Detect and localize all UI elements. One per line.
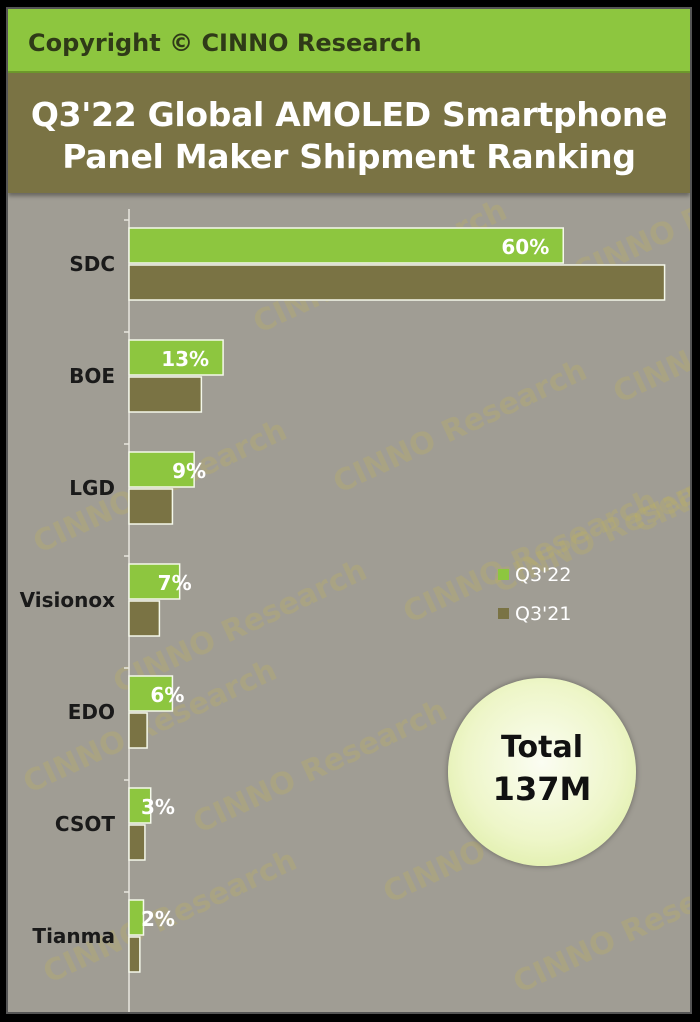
category-label: LGD — [69, 476, 115, 500]
category-label: Visionox — [20, 588, 115, 612]
bar-q3-21 — [128, 600, 161, 637]
title-band: Q3'22 Global AMOLED Smartphone Panel Mak… — [8, 73, 690, 193]
bar-q3-22 — [128, 787, 152, 824]
data-label: 2% — [141, 907, 175, 931]
data-label: 60% — [501, 235, 549, 259]
data-label: 13% — [161, 347, 209, 371]
category-label: BOE — [69, 364, 115, 388]
legend-swatch-q3-21 — [498, 608, 509, 619]
copyright-banner: Copyright © CINNO Research — [8, 9, 690, 73]
legend-label-q3-21: Q3'21 — [515, 603, 571, 625]
bar-q3-21 — [128, 264, 666, 301]
title-line-1: Q3'22 Global AMOLED Smartphone — [30, 95, 668, 134]
category-label: CSOT — [55, 812, 115, 836]
bar-q3-21 — [128, 376, 203, 413]
bar-q3-22 — [128, 675, 174, 712]
title-line-2: Panel Maker Shipment Ranking — [62, 137, 636, 176]
legend-swatch-q3-22 — [498, 569, 509, 580]
data-label: 6% — [150, 683, 184, 707]
bar-q3-22 — [128, 899, 145, 936]
category-label: Tianma — [32, 924, 115, 948]
data-label: 7% — [158, 571, 192, 595]
copyright-text: Copyright © CINNO Research — [28, 29, 422, 57]
total-circle: Total 137M — [448, 678, 636, 866]
bar-q3-21 — [128, 824, 146, 861]
bar-q3-21 — [128, 488, 174, 525]
bar-q3-22 — [128, 451, 195, 488]
chart-panel: Copyright © CINNO Research Q3'22 Global … — [8, 9, 690, 1012]
data-label: 9% — [172, 459, 206, 483]
total-value: 137M — [492, 770, 592, 808]
data-label: 3% — [141, 795, 175, 819]
legend-label-q3-22: Q3'22 — [515, 564, 571, 586]
category-label: SDC — [69, 252, 115, 276]
bar-q3-22 — [128, 339, 224, 376]
bar-q3-22 — [128, 227, 564, 264]
total-label: Total — [501, 730, 583, 765]
category-label: EDO — [68, 700, 115, 724]
bar-q3-21 — [128, 936, 141, 973]
bar-q3-22 — [128, 563, 181, 600]
bar-q3-21 — [128, 712, 148, 749]
bar-chart: SDC 60% BOE 13% LGD 9% Visionox 7% EDO 6% CSOT 3% Ti… — [20, 209, 666, 1012]
